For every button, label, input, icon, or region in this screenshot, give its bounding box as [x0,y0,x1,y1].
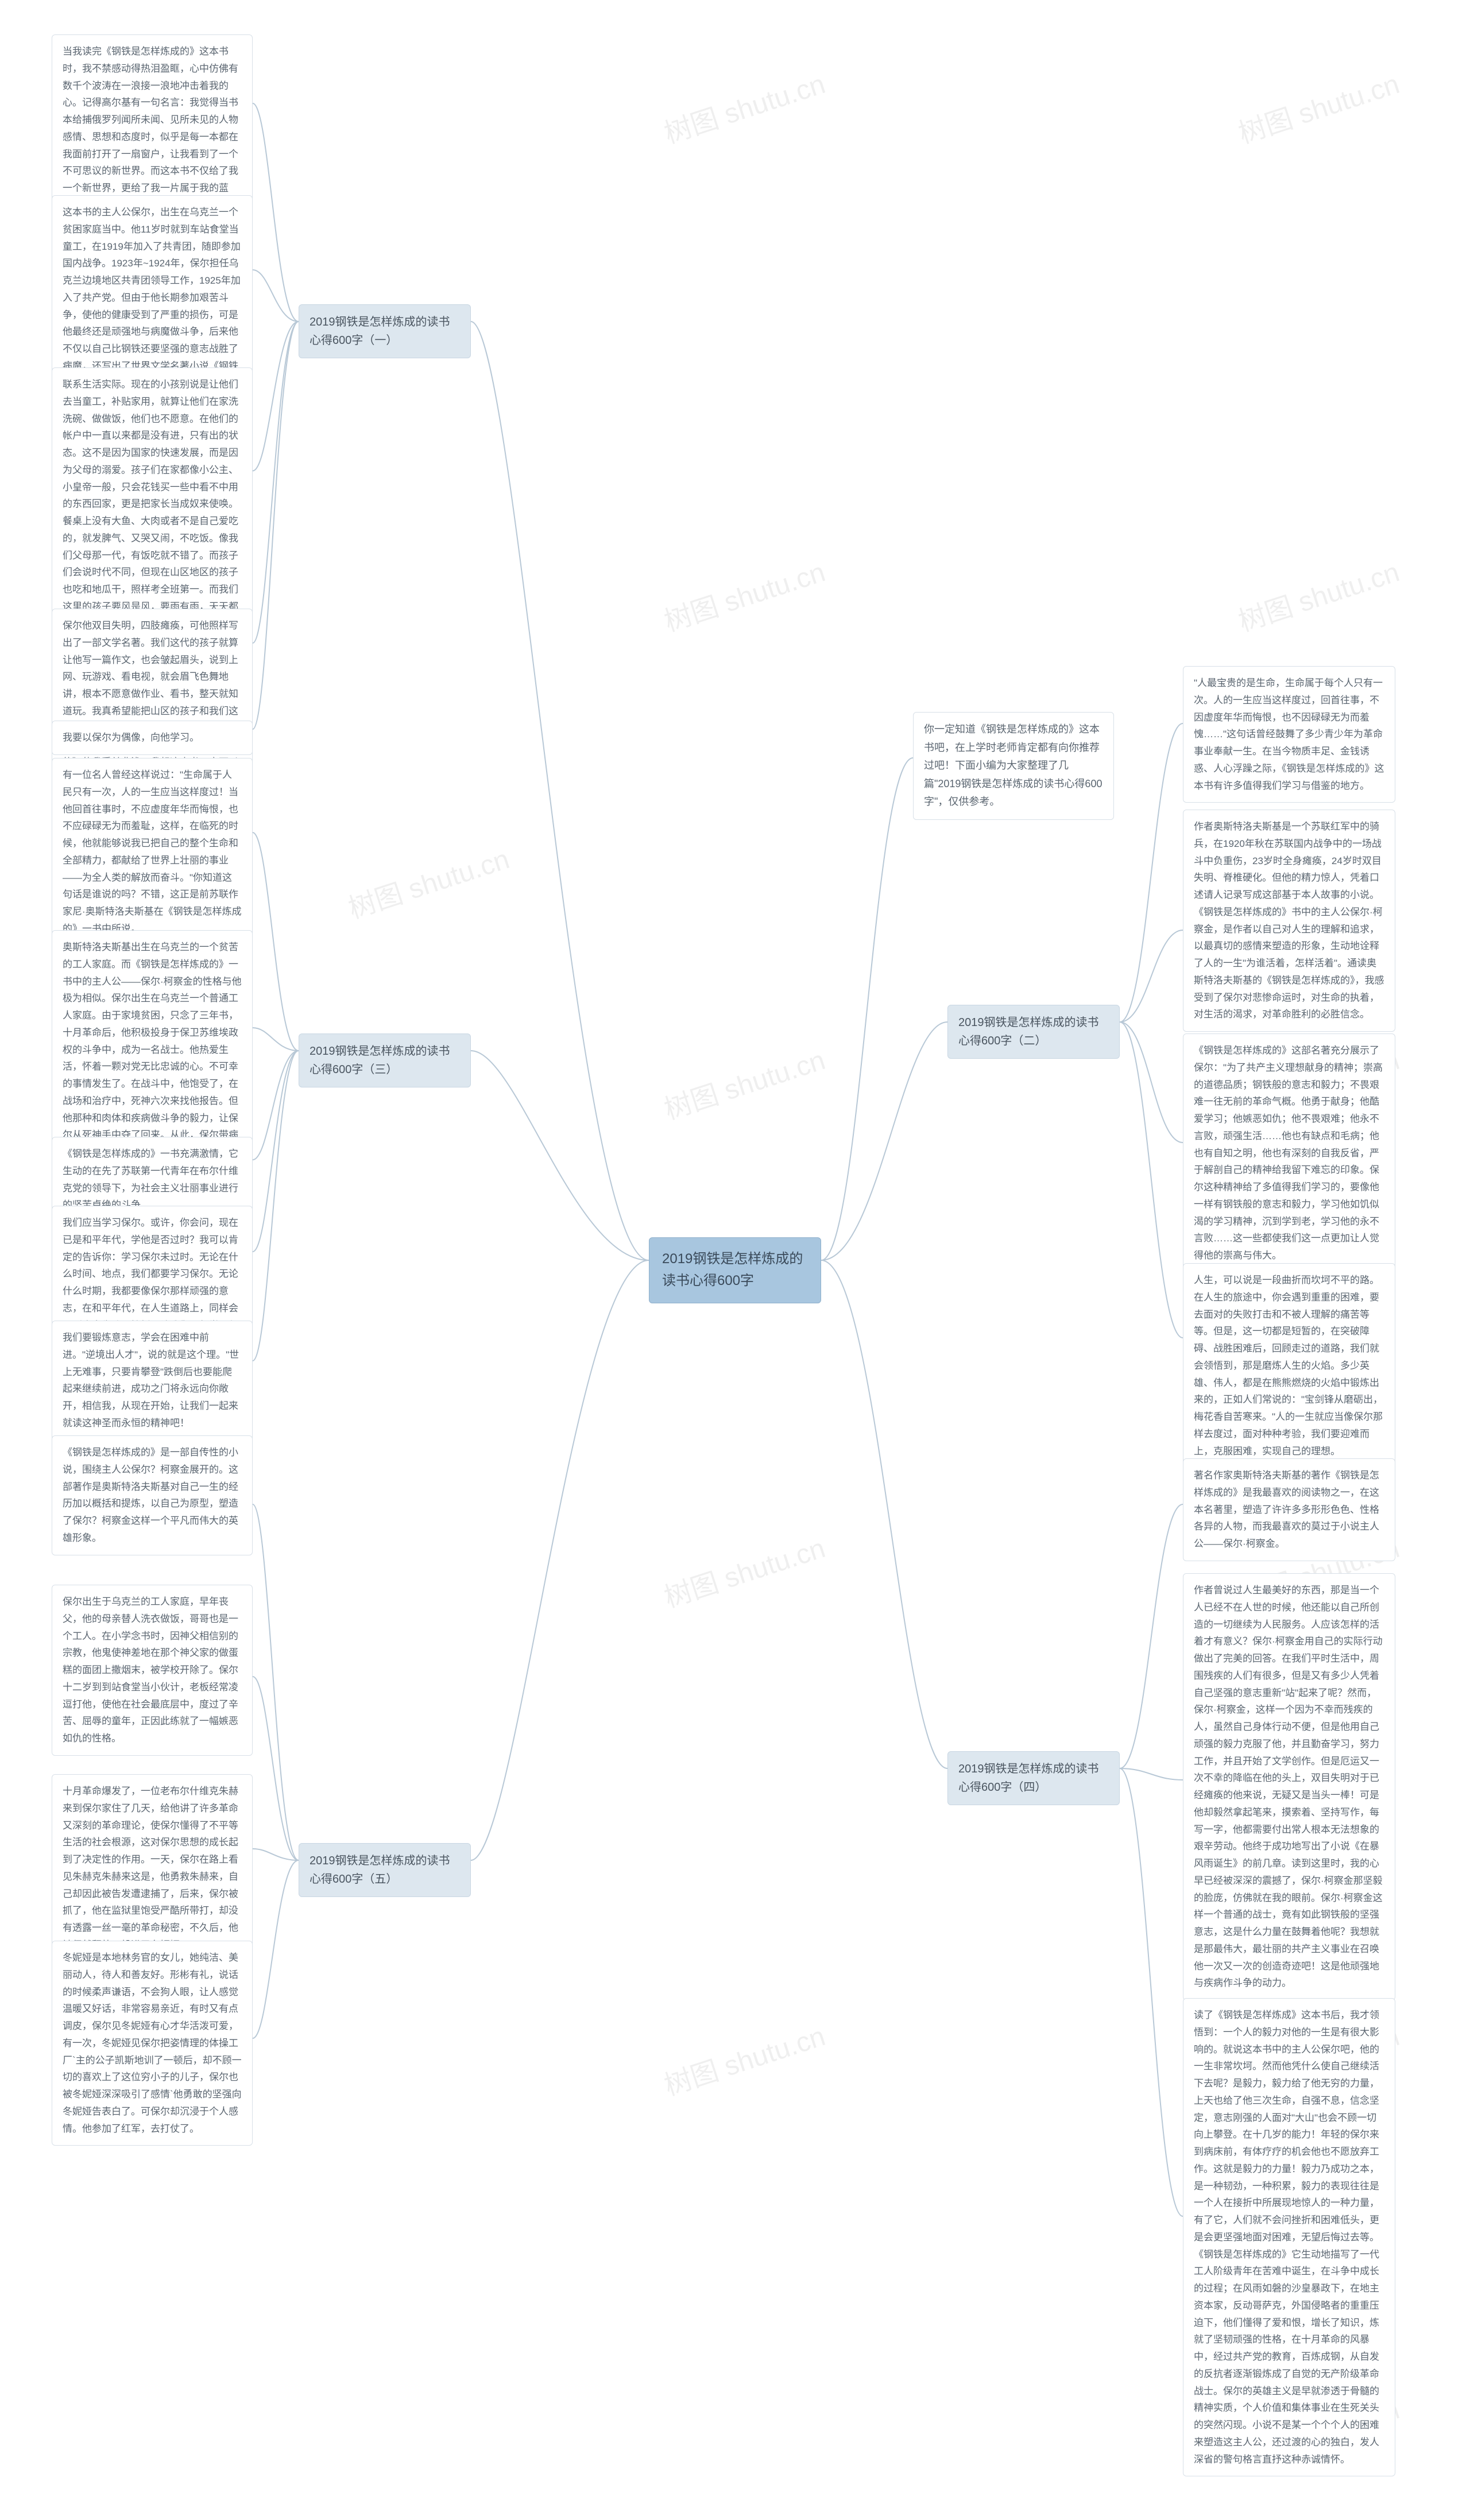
watermark: 树图 shutu.cn [658,1038,829,1127]
center-node: 2019钢铁是怎样炼成的读书心得600字 [649,1237,821,1303]
branch-1-title: 2019钢铁是怎样炼成的读书心得600字（一） [299,304,471,358]
branch-4-leaf-1: 著名作家奥斯特洛夫斯基的著作《钢铁是怎样炼成的》是我最喜欢的阅读物之一，在这本名… [1183,1458,1395,1561]
branch-5-leaf-4: 冬妮娅是本地林务官的女儿，她纯洁、美丽动人，待人和善友好。形彬有礼，说话的时候柔… [52,1941,253,2146]
branch-2-title: 2019钢铁是怎样炼成的读书心得600字（二） [947,1005,1120,1059]
branch-4-leaf-3: 读了《钢铁是怎样炼成》这本书后，我才领悟到：一个人的毅力对他的一生是有很大影响的… [1183,1998,1395,2476]
branch-2-leaf-1: "人最宝贵的是生命，生命属于每个人只有一次。人的一生应当这样度过，回首往事，不因… [1183,666,1395,803]
branch-4-leaf-2: 作者曾说过人生最美好的东西，那是当一个人已经不在人世的时候，他还能以自己所创造的… [1183,1573,1395,2000]
branch-2-leaf-3: 《钢铁是怎样炼成的》这部名著充分展示了保尔："为了共产主义理想献身的精神；崇高的… [1183,1033,1395,1273]
branch-5-leaf-1: 《钢铁是怎样炼成的》是一部自传性的小说，围绕主人公保尔？柯察金展开的。这部著作是… [52,1435,253,1555]
intro-node: 你一定知道《钢铁是怎样炼成的》这本书吧，在上学时老师肯定都有向你推荐过吧！下面小… [913,712,1114,820]
branch-3-title: 2019钢铁是怎样炼成的读书心得600字（三） [299,1033,471,1087]
watermark: 树图 shutu.cn [658,61,829,151]
watermark: 树图 shutu.cn [658,549,829,639]
branch-1-leaf-5: 我要以保尔为偶像，向他学习。 [52,721,253,755]
watermark: 树图 shutu.cn [1232,549,1403,639]
branch-5-title: 2019钢铁是怎样炼成的读书心得600字（五） [299,1843,471,1897]
branch-4-title: 2019钢铁是怎样炼成的读书心得600字（四） [947,1751,1120,1805]
watermark: 树图 shutu.cn [658,2014,829,2103]
branch-3-leaf-5: 我们要锻炼意志，学会在困难中前进。"逆境出人才"，说的就是这个理。"世上无难事，… [52,1321,253,1441]
branch-5-leaf-2: 保尔出生于乌克兰的工人家庭，早年丧父，他的母亲替人洗衣做饭，哥哥也是一个工人。在… [52,1585,253,1756]
watermark: 树图 shutu.cn [1232,61,1403,151]
branch-2-leaf-4: 人生，可以说是一段曲折而坎坷不平的路。在人生的旅途中，你会遇到重重的困难，要去面… [1183,1263,1395,1468]
branch-1-leaf-1: 当我读完《钢铁是怎样炼成的》这本书时，我不禁感动得热泪盈眶，心中仿佛有数千个波涛… [52,34,253,223]
branch-2-leaf-2: 作者奥斯特洛夫斯基是一个苏联红军中的骑兵，在1920年秋在苏联国内战争中的一场战… [1183,810,1395,1032]
branch-3-leaf-1: 有一位名人曾经这样说过："生命属于人民只有一次，人的一生应当这样度过！当他回首往… [52,758,253,946]
watermark: 树图 shutu.cn [658,1526,829,1615]
branch-5-leaf-3: 十月革命爆发了，一位老布尔什维克朱赫来到保尔家住了几天，给他讲了许多革命又深刻的… [52,1774,253,1962]
watermark: 树图 shutu.cn [342,837,513,926]
